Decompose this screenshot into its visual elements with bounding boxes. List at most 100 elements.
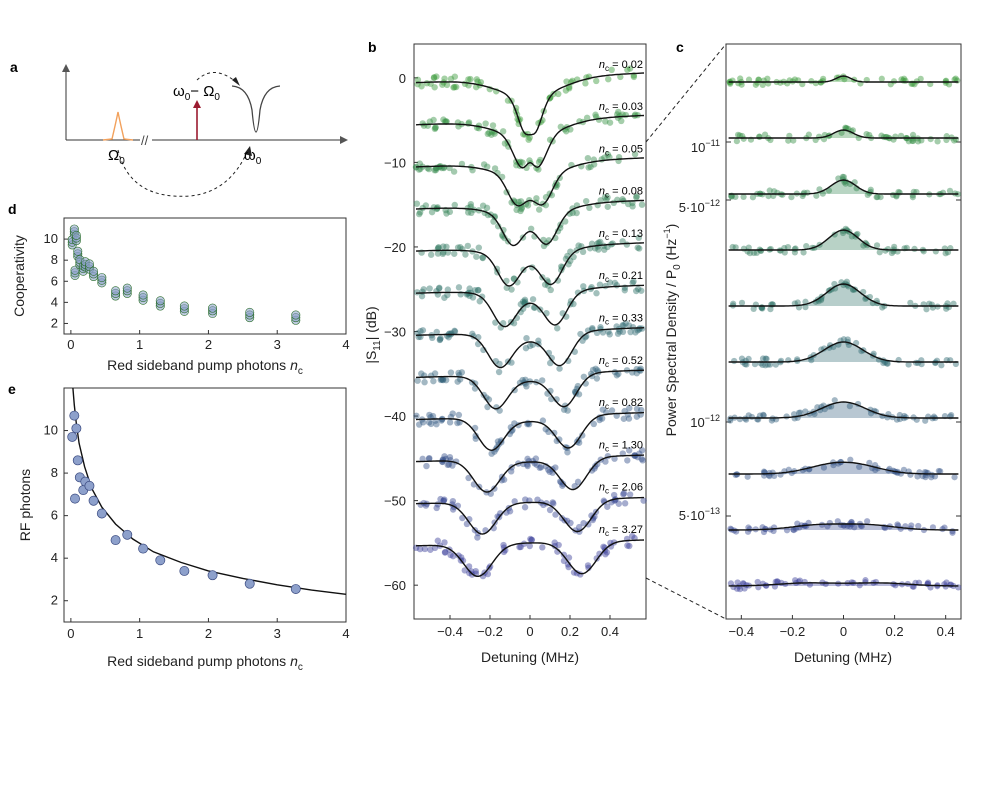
- b-data-point: [449, 506, 457, 513]
- b-data-point: [488, 450, 495, 457]
- b-data-point: [491, 213, 498, 221]
- e-data-point: [290, 584, 301, 594]
- b-data-point: [533, 195, 540, 202]
- b-data-point: [639, 457, 646, 464]
- b-data-point: [536, 464, 543, 471]
- c-data-point: [939, 525, 946, 533]
- b-data-point: [637, 406, 645, 414]
- c-data-point: [874, 193, 881, 201]
- c-trace: [728, 336, 959, 369]
- b-data-point: [468, 209, 475, 217]
- e-ytick-label: 10: [44, 423, 58, 438]
- c-data-point: [909, 137, 916, 145]
- c-data-point: [820, 75, 827, 82]
- b-data-point: [484, 163, 491, 170]
- b-data-point: [440, 497, 447, 505]
- c-data-point: [748, 413, 755, 421]
- b-data-point: [475, 286, 482, 294]
- c-trace-area: [728, 524, 959, 530]
- c-data-point: [919, 473, 926, 480]
- zoom-line-bottom: [645, 577, 727, 620]
- c-data-point: [772, 361, 779, 368]
- b-data-point: [446, 419, 454, 426]
- c-data-point: [820, 464, 828, 471]
- b-data-point: [625, 322, 633, 329]
- b-data-point: [546, 506, 554, 514]
- b-trace: [415, 490, 647, 541]
- b-data-point: [610, 491, 618, 499]
- panel-c-ytick-4: 5·10−13: [679, 506, 720, 523]
- b-nc-label: nc = 0.08: [599, 186, 643, 200]
- c-fit-line: [728, 179, 959, 195]
- c-fit-line: [728, 582, 959, 587]
- b-ytick-label: −60: [384, 578, 406, 593]
- omega0-label: Ω0: [108, 147, 125, 167]
- e-data-point: [155, 555, 166, 566]
- b-data-point: [508, 359, 515, 366]
- b-data-point: [521, 131, 529, 138]
- b-trace: [412, 150, 645, 215]
- c-trace: [728, 124, 959, 145]
- c-data-point: [802, 408, 809, 415]
- b-data-point: [583, 114, 591, 122]
- c-data-point: [743, 361, 750, 368]
- e-data-point: [244, 578, 255, 589]
- b-data-point: [556, 436, 563, 443]
- b-data-point: [426, 118, 434, 125]
- b-data-point: [435, 244, 442, 251]
- e-data-point: [69, 410, 80, 421]
- panel-a: a // Ω0 ω0− Ω0 ω0: [10, 59, 348, 197]
- c-data-point: [736, 416, 744, 423]
- d-data-point: [111, 286, 121, 296]
- b-data-point: [580, 519, 587, 527]
- b-data-point: [584, 562, 592, 569]
- c-data-point: [760, 412, 767, 419]
- b-data-point: [528, 536, 536, 544]
- b-data-point: [513, 206, 520, 214]
- b-data-point: [607, 543, 615, 550]
- b-ytick-label: 0: [399, 71, 406, 86]
- c-data-point: [839, 173, 846, 181]
- c-trace: [727, 518, 959, 536]
- b-data-point: [550, 500, 557, 507]
- b-data-point: [451, 73, 459, 80]
- c-data-point: [750, 305, 757, 312]
- b-fit-line: [415, 242, 645, 287]
- b-data-point: [596, 281, 604, 288]
- d-xtick-label: 2: [205, 337, 212, 352]
- c-data-point: [727, 580, 735, 587]
- c-fit-line: [728, 401, 959, 419]
- b-data-point: [432, 124, 439, 132]
- b-data-point: [439, 376, 446, 383]
- b-data-point: [567, 126, 574, 133]
- b-data-point: [419, 419, 427, 426]
- c-data-point: [884, 360, 891, 367]
- c-data-point: [842, 180, 849, 187]
- b-data-point: [454, 244, 462, 251]
- panel-c-ylabel: Power Spectral Density / P0 (Hz−1): [662, 224, 683, 437]
- b-data-point: [574, 289, 582, 296]
- c-data-point: [740, 193, 747, 201]
- b-data-point: [601, 246, 608, 253]
- b-trace: [413, 404, 645, 457]
- b-data-point: [582, 197, 590, 205]
- b-trace: [414, 320, 646, 376]
- c-data-point: [892, 133, 899, 140]
- c-data-point: [737, 75, 744, 82]
- b-data-point: [555, 90, 562, 98]
- b-data-point: [443, 210, 450, 217]
- c-fit-line: [728, 341, 959, 363]
- b-data-point: [425, 165, 433, 173]
- c-fit-line: [728, 75, 959, 83]
- b-data-point: [495, 368, 503, 376]
- b-data-point: [588, 240, 596, 247]
- b-trace: [414, 65, 645, 143]
- c-data-point: [891, 243, 898, 250]
- b-data-point: [431, 125, 439, 133]
- axis-break-icon: //: [141, 133, 149, 148]
- b-data-point: [597, 197, 604, 204]
- d-data-point: [291, 310, 301, 320]
- c-data-point: [951, 474, 958, 481]
- c-data-point: [923, 306, 930, 313]
- b-data-point: [425, 419, 433, 426]
